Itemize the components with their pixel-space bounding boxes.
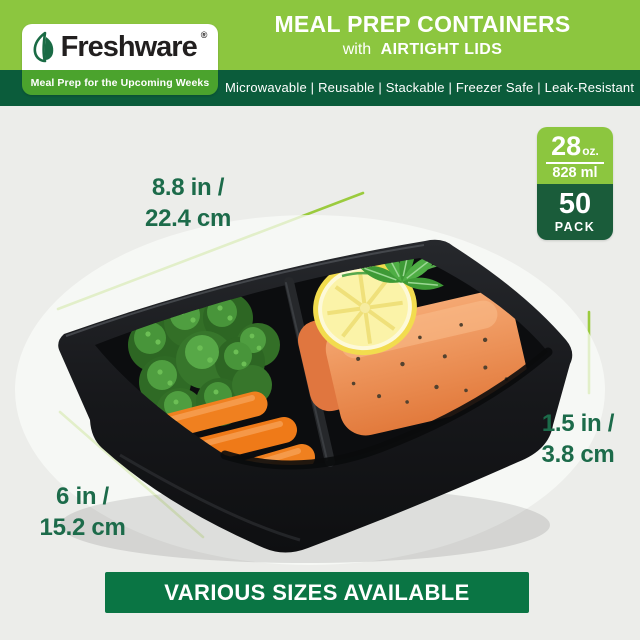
length-imperial: 8.8 in /: [151, 174, 225, 201]
length-dimension-label: 8.8 in / 22.4 cm: [88, 172, 288, 234]
subtitle-emphasis: AIRTIGHT LIDS: [380, 41, 503, 58]
brand-logo: Freshware ® Meal Prep for the Upcoming W…: [22, 24, 218, 95]
page-title: MEAL PREP CONTAINERS: [274, 11, 571, 37]
title-block: MEAL PREP CONTAINERS with AIRTIGHT LIDS: [235, 9, 610, 61]
pack-badge: 50 PACK: [537, 184, 613, 240]
capacity-oz-value: 28: [551, 130, 582, 161]
subtitle-prefix: with: [342, 41, 372, 58]
badge-divider: [546, 161, 604, 164]
capacity-oz-unit: oz.: [582, 143, 599, 158]
pack-label: PACK: [554, 219, 596, 234]
size-pack-badge: 28 oz. 828 ml 50 PACK: [537, 127, 613, 240]
brand-tagline: Meal Prep for the Upcoming Weeks: [22, 70, 218, 95]
banner-text: VARIOUS SIZES AVAILABLE: [164, 579, 470, 605]
pack-count: 50: [558, 187, 592, 220]
page-subtitle: with AIRTIGHT LIDS: [235, 39, 610, 61]
width-imperial: 6 in /: [56, 483, 109, 510]
width-metric: 15.2 cm: [39, 514, 126, 541]
height-imperial: 1.5 in /: [541, 410, 615, 437]
leaf-icon: [33, 31, 57, 63]
feature-list: Microwavable | Reusable | Stackable | Fr…: [225, 80, 635, 95]
height-metric: 3.8 cm: [541, 441, 615, 468]
capacity-badge: 28 oz. 828 ml: [537, 127, 613, 184]
brand-name: Freshware: [60, 30, 198, 63]
capacity-ml: 828 ml: [552, 164, 598, 181]
capacity-oz: 28 oz.: [551, 130, 599, 161]
various-sizes-banner: VARIOUS SIZES AVAILABLE: [105, 572, 529, 613]
logo-card: Freshware ®: [22, 24, 218, 70]
lemon-slice: [313, 260, 417, 356]
height-dimension-label: 1.5 in / 3.8 cm: [503, 408, 640, 470]
width-dimension-label: 6 in / 15.2 cm: [5, 481, 160, 543]
container-front-rim: [220, 347, 553, 470]
registered-mark: ®: [200, 30, 208, 40]
length-metric: 22.4 cm: [145, 205, 231, 232]
